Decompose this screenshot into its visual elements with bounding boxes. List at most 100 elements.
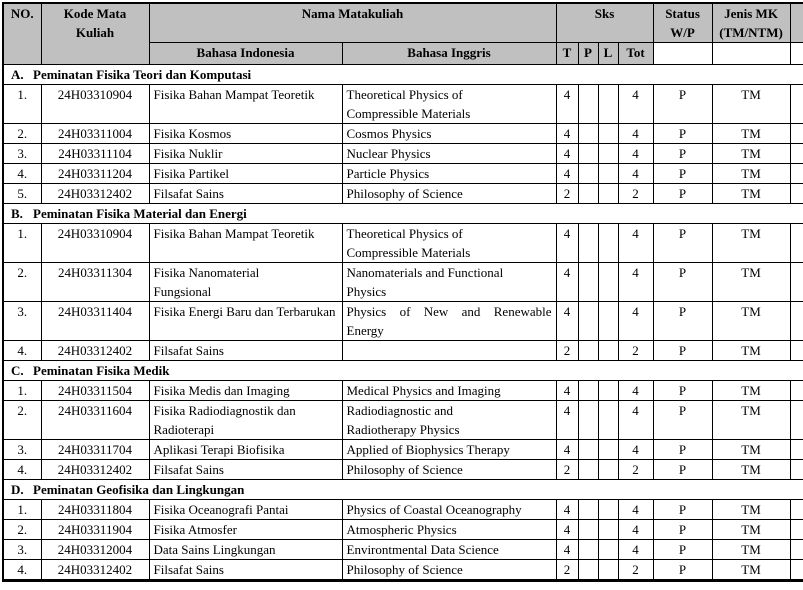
cell-jenis: TM (711, 539, 791, 560)
cell-kode: 24H03312402 (40, 559, 150, 581)
course-row: 3. 24H03311104 Fisika Nuklir Nuclear Physic… (2, 143, 803, 164)
cell-name-id: Data Sains Lingkungan (148, 539, 343, 560)
cell-status: P (652, 499, 713, 520)
cell-jenis: TM (711, 519, 791, 540)
cell-name-en: Cosmos Physics (341, 123, 557, 144)
cell-no: 4. (2, 340, 42, 361)
cell-sks-t: 4 (555, 301, 579, 341)
cell-status: P (652, 559, 713, 581)
cell-kode: 24H03311604 (40, 400, 150, 440)
cell-sks-l (597, 143, 619, 164)
cell-name-en: Nanomaterials and Functional Physics (341, 262, 557, 302)
cell-sks-t: 2 (555, 340, 579, 361)
cell-kode: 24H03311504 (40, 380, 150, 401)
cell-name-en: Environtmental Data Science (341, 539, 557, 560)
cell-name-en: Radiodiagnostic and Radiotherapy Physics (341, 400, 557, 440)
cell-edge (789, 459, 803, 480)
cell-edge (789, 380, 803, 401)
cell-sks-t: 4 (555, 223, 579, 263)
cell-edge (789, 223, 803, 263)
cell-edge (789, 439, 803, 460)
section-row-b: B. Peminatan Fisika Material dan Energi (2, 203, 803, 224)
cell-sks-tot: 4 (617, 163, 654, 184)
course-row: 3. 24H03312004 Data Sains Lingkungan Enviro… (2, 539, 803, 560)
cell-sks-p (577, 539, 599, 560)
subheader-l: L (597, 42, 619, 65)
cell-edge (789, 84, 803, 124)
section-title: B. Peminatan Fisika Material dan Energi (2, 203, 803, 224)
col-header-jenis-mk: Jenis MK (TM/NTM) (711, 2, 791, 43)
course-row: 1. 24H03311804 Fisika Oceanografi Pantai Ph… (2, 499, 803, 520)
cell-name-en: Philosophy of Science (341, 559, 557, 581)
cell-kode: 24H03311104 (40, 143, 150, 164)
cell-name-id: Fisika Partikel (148, 163, 343, 184)
cell-jenis: TM (711, 183, 791, 204)
cell-sks-tot: 2 (617, 340, 654, 361)
cell-edge (789, 499, 803, 520)
cell-sks-t: 2 (555, 559, 579, 581)
section-row-d: D. Peminatan Geofisika dan Lingkungan (2, 479, 803, 500)
course-row: 1. 24H03311504 Fisika Medis dan Imaging Med… (2, 380, 803, 401)
cell-kode: 24H03311804 (40, 499, 150, 520)
cell-sks-p (577, 183, 599, 204)
section-row-a: A. Peminatan Fisika Teori dan Komputasi (2, 64, 803, 85)
cell-status: P (652, 400, 713, 440)
section-title-text: Peminatan Fisika Material dan Energi (33, 206, 247, 221)
cell-edge (789, 163, 803, 184)
cell-name-id: Fisika Nanomaterial Fungsional (148, 262, 343, 302)
section-label: D. (11, 482, 24, 497)
cell-kode: 24H03311304 (40, 262, 150, 302)
cell-name-id: Filsafat Sains (148, 459, 343, 480)
cell-sks-tot: 4 (617, 439, 654, 460)
cell-sks-tot: 4 (617, 301, 654, 341)
section-title: A. Peminatan Fisika Teori dan Komputasi (2, 64, 803, 85)
cell-status: P (652, 340, 713, 361)
cell-sks-t: 4 (555, 499, 579, 520)
cell-kode: 24H03312004 (40, 539, 150, 560)
cell-no: 3. (2, 143, 42, 164)
cell-no: 5. (2, 183, 42, 204)
cell-name-id: Fisika Kosmos (148, 123, 343, 144)
cell-sks-p (577, 519, 599, 540)
section-label: B. (11, 206, 23, 221)
course-row: 3. 24H03311404 Fisika Energi Baru dan Terb… (2, 301, 803, 341)
cell-jenis: TM (711, 262, 791, 302)
cell-status: P (652, 143, 713, 164)
cell-edge (789, 143, 803, 164)
cell-jenis: TM (711, 559, 791, 581)
cell-sks-l (597, 559, 619, 581)
cell-no: 4. (2, 163, 42, 184)
cell-sks-t: 4 (555, 439, 579, 460)
subheader-bahasa-indonesia: Bahasa Indonesia (148, 42, 343, 65)
cell-jenis: TM (711, 163, 791, 184)
subheader-p: P (577, 42, 599, 65)
cell-jenis: TM (711, 439, 791, 460)
cell-sks-l (597, 439, 619, 460)
cell-edge (789, 539, 803, 560)
cell-sks-t: 2 (555, 459, 579, 480)
cell-sks-p (577, 559, 599, 581)
course-row: 4. 24H03312402 Filsafat Sains 2 2 P TM (2, 340, 803, 361)
col-header-edge-cutoff (789, 2, 803, 43)
cell-sks-tot: 2 (617, 183, 654, 204)
cell-jenis: TM (711, 340, 791, 361)
cell-no: 3. (2, 539, 42, 560)
cell-status: P (652, 380, 713, 401)
cell-sks-p (577, 400, 599, 440)
section-label: C. (11, 363, 24, 378)
subheader-status-empty (652, 42, 713, 65)
cell-name-id: Fisika Energi Baru dan Terbarukan (148, 301, 343, 341)
cell-sks-tot: 4 (617, 539, 654, 560)
cell-sks-t: 4 (555, 400, 579, 440)
cell-sks-l (597, 163, 619, 184)
cell-name-en: Philosophy of Science (341, 459, 557, 480)
course-row: 2. 24H03311304 Fisika Nanomaterial Fungsio… (2, 262, 803, 302)
subheader-jenis-empty (711, 42, 791, 65)
cell-kode: 24H03312402 (40, 183, 150, 204)
cell-kode: 24H03311204 (40, 163, 150, 184)
cell-name-id: Fisika Oceanografi Pantai (148, 499, 343, 520)
course-row: 3. 24H03311704 Aplikasi Terapi Biofisika Ap… (2, 439, 803, 460)
cell-sks-tot: 4 (617, 84, 654, 124)
